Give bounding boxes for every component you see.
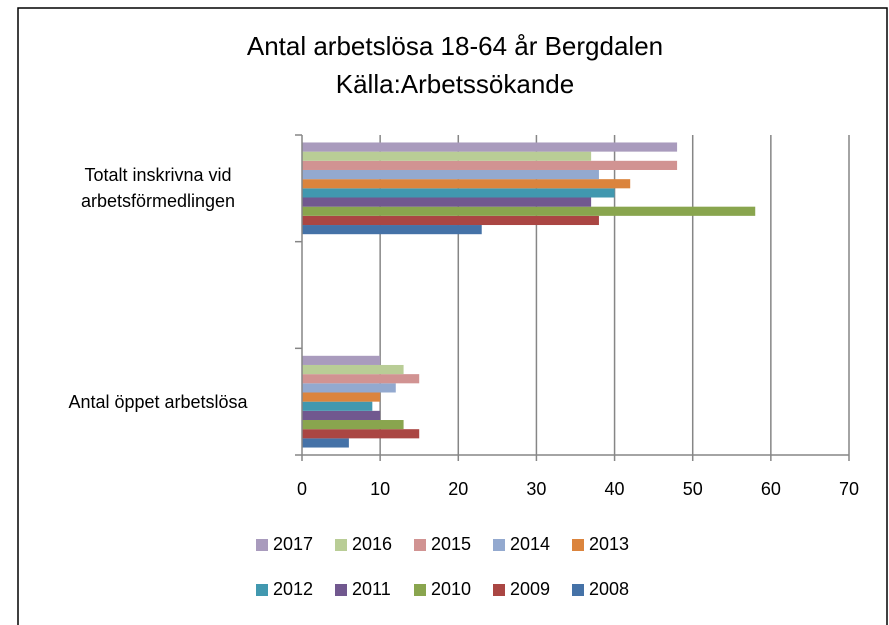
legend-swatch — [335, 584, 347, 596]
bar — [302, 355, 381, 365]
x-tick-label: 40 — [605, 479, 625, 499]
bar — [302, 383, 396, 393]
bar — [302, 374, 420, 384]
legend-label: 2013 — [589, 534, 629, 554]
bar — [302, 420, 404, 430]
x-tick-label: 0 — [297, 479, 307, 499]
bar — [302, 160, 678, 170]
chart-title: Källa:Arbetssökande — [336, 69, 574, 99]
legend-label: 2016 — [352, 534, 392, 554]
bar — [302, 206, 756, 216]
bar — [302, 364, 404, 375]
y-tick-label: Totalt inskrivna vid arbetsförmedlingen — [80, 165, 236, 212]
x-tick-label: 70 — [839, 479, 859, 499]
bar — [302, 188, 615, 198]
legend-swatch — [572, 584, 584, 596]
bar — [302, 197, 592, 207]
x-tick-label: 60 — [761, 479, 781, 499]
x-tick-label: 10 — [370, 479, 390, 499]
chart-title: Antal arbetslösa 18-64 år Bergdalen — [247, 31, 663, 61]
legend-swatch — [493, 584, 505, 596]
legend-swatch — [256, 539, 268, 551]
legend-label: 2014 — [510, 534, 550, 554]
legend-swatch — [414, 539, 426, 551]
legend-label: 2009 — [510, 579, 550, 599]
legend-swatch — [414, 584, 426, 596]
bar — [302, 429, 420, 439]
y-tick-label: Antal öppet arbetslösa — [68, 391, 248, 412]
legend-swatch — [493, 539, 505, 551]
legend-label: 2010 — [431, 579, 471, 599]
chart-border — [17, 7, 888, 625]
legend-label: 2011 — [352, 579, 391, 599]
bar — [302, 151, 592, 161]
bar — [302, 438, 349, 448]
legend-label: 2012 — [273, 579, 313, 599]
legend-swatch — [572, 539, 584, 551]
legend-swatch — [256, 584, 268, 596]
bar — [302, 410, 381, 421]
bar — [302, 142, 678, 152]
bar — [302, 401, 373, 411]
legend-label: 2008 — [589, 579, 629, 599]
x-tick-label: 30 — [526, 479, 546, 499]
legend-label: 2017 — [273, 534, 313, 554]
legend-label: 2015 — [431, 534, 471, 554]
legend-swatch — [335, 539, 347, 551]
x-tick-label: 20 — [448, 479, 468, 499]
bar — [302, 169, 599, 180]
bar — [302, 225, 482, 235]
bar — [302, 392, 381, 402]
bar — [302, 215, 599, 226]
bar — [302, 179, 631, 189]
x-tick-label: 50 — [683, 479, 703, 499]
